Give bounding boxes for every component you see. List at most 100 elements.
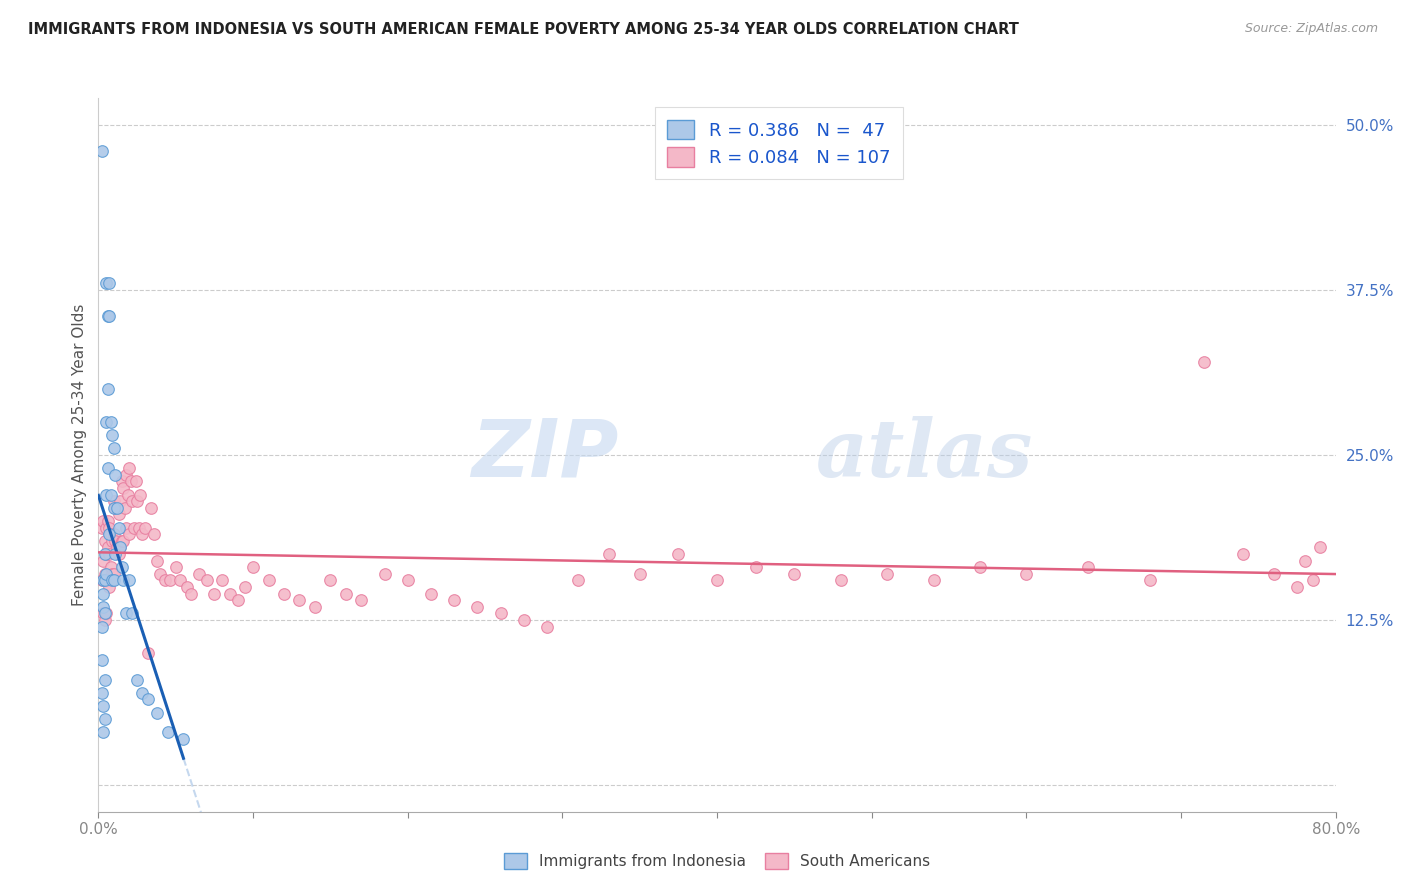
Point (91, 587, 114, 601)
Y-axis label: Female Poverty Among 25-34 Year Olds: Female Poverty Among 25-34 Year Olds (72, 304, 87, 606)
Point (98, 527, 121, 541)
Point (104, 467, 127, 482)
Point (111, 560, 132, 574)
Point (211, 574, 233, 588)
Point (288, 593, 311, 607)
Point (91, 599, 114, 614)
Point (111, 475, 132, 489)
Point (91, 574, 114, 588)
Point (146, 706, 169, 720)
Point (115, 607, 138, 621)
Point (90, 144, 112, 158)
Point (830, 574, 852, 588)
Point (131, 527, 153, 541)
Point (105, 500, 128, 515)
Point (103, 500, 125, 515)
Point (350, 593, 373, 607)
Point (121, 494, 143, 508)
Point (304, 599, 326, 614)
Point (96, 276, 118, 290)
Point (104, 533, 127, 548)
Point (1139, 574, 1161, 588)
Point (115, 467, 138, 482)
Point (104, 547, 127, 561)
Point (143, 527, 166, 541)
Point (100, 487, 122, 501)
Point (103, 574, 125, 588)
Point (1015, 566, 1038, 581)
Point (1192, 355, 1215, 369)
Point (131, 686, 153, 700)
Point (93, 574, 115, 588)
Point (96, 574, 118, 588)
Point (98, 309, 121, 323)
Point (180, 587, 202, 601)
Point (100, 527, 122, 541)
Point (666, 547, 689, 561)
Point (101, 533, 124, 548)
Point (419, 587, 441, 601)
Point (319, 574, 342, 588)
Point (467, 599, 489, 614)
Point (1286, 580, 1309, 594)
Point (233, 580, 257, 594)
Point (91, 514, 114, 528)
Point (122, 520, 145, 534)
Point (165, 560, 187, 574)
Point (513, 613, 536, 627)
Point (112, 533, 135, 548)
Point (1232, 547, 1254, 561)
Point (97, 574, 120, 588)
Point (91, 698, 114, 713)
Point (257, 574, 280, 588)
Point (98, 547, 121, 561)
Point (93, 547, 115, 561)
Point (745, 560, 768, 574)
Point (127, 494, 149, 508)
Point (219, 587, 242, 601)
Text: atlas: atlas (815, 417, 1033, 493)
Point (628, 566, 651, 581)
Point (97, 309, 120, 323)
Point (98, 520, 121, 534)
Point (103, 527, 125, 541)
Point (100, 560, 122, 574)
Point (489, 607, 512, 621)
Point (226, 593, 249, 607)
Point (783, 566, 806, 581)
Point (157, 725, 180, 739)
Point (118, 527, 141, 541)
Point (374, 566, 396, 581)
Point (91, 725, 114, 739)
Point (443, 593, 465, 607)
Point (98, 580, 121, 594)
Text: IMMIGRANTS FROM INDONESIA VS SOUTH AMERICAN FEMALE POVERTY AMONG 25-34 YEAR OLDS: IMMIGRANTS FROM INDONESIA VS SOUTH AMERI… (28, 22, 1019, 37)
Point (136, 646, 159, 660)
Point (1302, 574, 1324, 588)
Point (93, 533, 115, 548)
Point (90, 653, 112, 667)
Point (876, 566, 898, 581)
Point (128, 520, 150, 534)
Point (96, 520, 118, 534)
Point (1263, 566, 1285, 581)
Point (922, 574, 945, 588)
Point (536, 620, 558, 634)
Point (97, 461, 120, 475)
Point (969, 560, 991, 574)
Point (97, 514, 120, 528)
Text: Source: ZipAtlas.com: Source: ZipAtlas.com (1244, 22, 1378, 36)
Point (101, 428, 124, 442)
Point (93, 566, 115, 581)
Point (96, 487, 118, 501)
Point (117, 487, 139, 501)
Point (134, 520, 156, 534)
Point (136, 692, 159, 706)
Point (153, 574, 176, 588)
Point (93, 673, 115, 687)
Point (195, 574, 218, 588)
Point (103, 494, 125, 508)
Point (96, 607, 118, 621)
Point (396, 574, 419, 588)
Point (242, 560, 264, 574)
